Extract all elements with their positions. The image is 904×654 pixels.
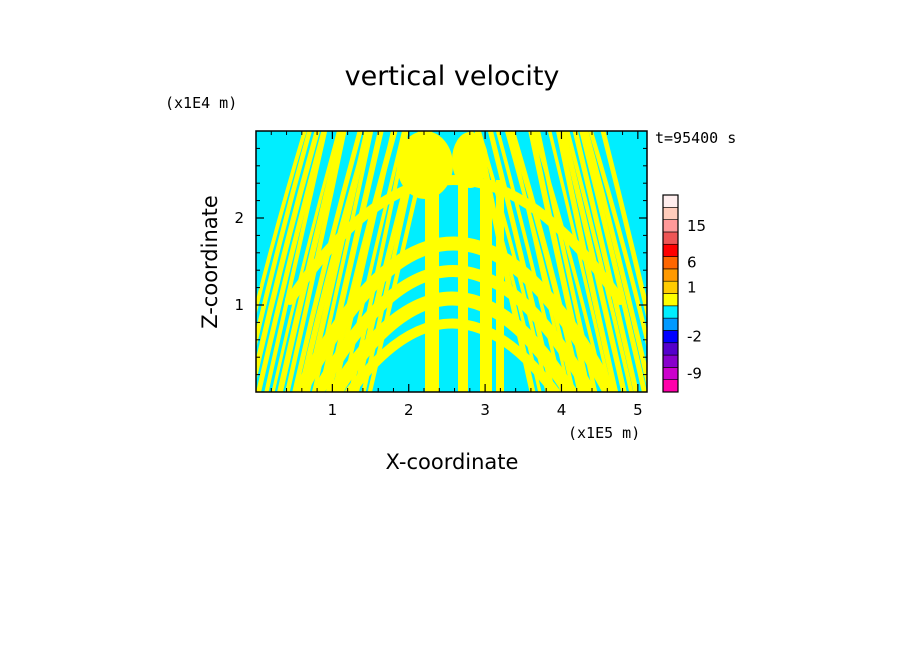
field-column xyxy=(480,180,492,392)
colorbar-segment xyxy=(662,243,679,257)
x-tick-label: 2 xyxy=(404,401,414,419)
colorbar-segment xyxy=(662,354,679,368)
colorbar-label: -2 xyxy=(687,328,702,346)
field-stripe-right xyxy=(565,131,634,392)
colorbar-segment xyxy=(662,305,679,319)
field-stripe-right xyxy=(600,131,647,321)
field-stripe-left xyxy=(271,131,341,392)
colorbar-frame xyxy=(662,194,679,393)
field-stripe-left xyxy=(264,131,328,392)
y-tick-label: 2 xyxy=(234,209,244,227)
x-unit-label: (x1E5 m) xyxy=(568,424,640,442)
field-stripe-right xyxy=(547,131,613,392)
colorbar-label: 15 xyxy=(687,217,706,235)
field-blob xyxy=(452,132,488,188)
field-stripe-right xyxy=(528,131,592,392)
field-arch xyxy=(345,318,560,392)
field-stripe-right xyxy=(572,131,639,392)
chart-title: vertical velocity xyxy=(345,61,560,92)
x-tick-label: 3 xyxy=(480,401,490,419)
colorbar-segment xyxy=(662,367,679,380)
plot-frame xyxy=(255,130,648,393)
field-stripe-left xyxy=(292,131,363,392)
colorbar-segment xyxy=(662,379,679,393)
field-stripe-left xyxy=(256,131,312,349)
field-arch xyxy=(312,265,596,392)
x-axis-ticks: 1 2 3 4 5 xyxy=(270,131,643,419)
field-bands xyxy=(256,131,647,392)
field-arch xyxy=(293,236,617,392)
colorbar: -9 -2 1 6 15 xyxy=(662,194,706,393)
colorbar-segment xyxy=(662,342,679,356)
field-arch xyxy=(285,175,625,305)
time-label: t=95400 s xyxy=(655,129,736,147)
heatmap-field xyxy=(256,131,647,392)
colorbar-segment xyxy=(662,293,679,307)
field-stripe-left xyxy=(256,131,307,317)
colorbar-label: 6 xyxy=(687,254,697,272)
colorbar-segment xyxy=(662,219,679,233)
field-stripe-left xyxy=(256,131,327,392)
y-axis-title: Z-coordinate xyxy=(198,195,222,329)
field-stripe-right xyxy=(579,131,647,392)
field-arch xyxy=(328,291,577,392)
colorbar-segment xyxy=(662,207,679,220)
field-stripe-right xyxy=(588,131,647,349)
colorbar-label: -9 xyxy=(687,365,702,383)
field-blob xyxy=(397,131,453,199)
colorbar-segment xyxy=(662,280,679,294)
colorbar-segment xyxy=(662,231,679,245)
field-stripe-right xyxy=(508,131,571,392)
y-tick-label: 1 xyxy=(234,296,244,314)
x-tick-label: 1 xyxy=(328,401,338,419)
field-column xyxy=(425,180,439,392)
field-column xyxy=(496,180,504,392)
x-tick-label: 4 xyxy=(557,401,567,419)
y-axis-ticks: 12 xyxy=(234,147,647,376)
x-tick-label: 5 xyxy=(633,401,643,419)
colorbar-segment xyxy=(662,268,679,282)
y-unit-label: (x1E4 m) xyxy=(165,94,237,112)
colorbar-segment xyxy=(662,317,679,331)
field-stripe-right xyxy=(583,131,647,389)
colorbar-segment xyxy=(662,194,679,208)
colorbar-label: 1 xyxy=(687,278,697,296)
colorbar-segment xyxy=(662,256,679,270)
field-stripe-left xyxy=(318,131,384,392)
x-axis-title: X-coordinate xyxy=(386,450,519,474)
field-column xyxy=(458,180,468,392)
field-stripe-left xyxy=(277,131,345,392)
field-stripe-left xyxy=(256,131,320,382)
colorbar-segment xyxy=(662,330,679,344)
